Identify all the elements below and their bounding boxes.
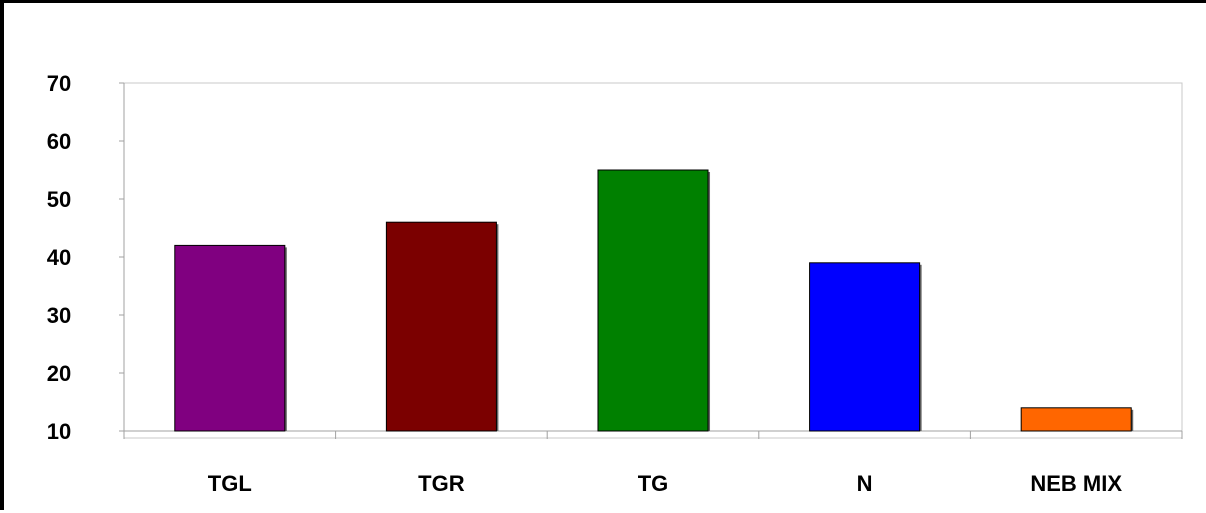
- y-tick-label: 50: [47, 187, 71, 212]
- y-tick-label: 40: [47, 245, 71, 270]
- y-tick-label: 10: [47, 419, 71, 444]
- x-tick-label: TGR: [418, 471, 465, 496]
- bar-tg: [597, 169, 709, 432]
- y-tick-label: 20: [47, 361, 71, 386]
- bars: [174, 169, 1134, 432]
- y-tick-label: 70: [47, 71, 71, 96]
- y-tick-label: 60: [47, 129, 71, 154]
- x-tick-label: TGL: [208, 471, 252, 496]
- y-tick-label: 30: [47, 303, 71, 328]
- x-tick-label: TG: [638, 471, 669, 496]
- bar-chart: 10 20 30 40 50 60 70 TGL TGR TG N NEB MIX: [47, 71, 1183, 496]
- y-axis: 10 20 30 40 50 60 70: [47, 71, 125, 444]
- x-tick-label: NEB MIX: [1030, 471, 1122, 496]
- x-tick-label: N: [857, 471, 873, 496]
- bar-n: [809, 262, 921, 432]
- bar-tgr: [385, 221, 497, 432]
- bar-neb-mix: [1020, 407, 1132, 432]
- bar-tgl: [174, 244, 286, 432]
- x-axis: TGL TGR TG N NEB MIX: [123, 430, 1183, 496]
